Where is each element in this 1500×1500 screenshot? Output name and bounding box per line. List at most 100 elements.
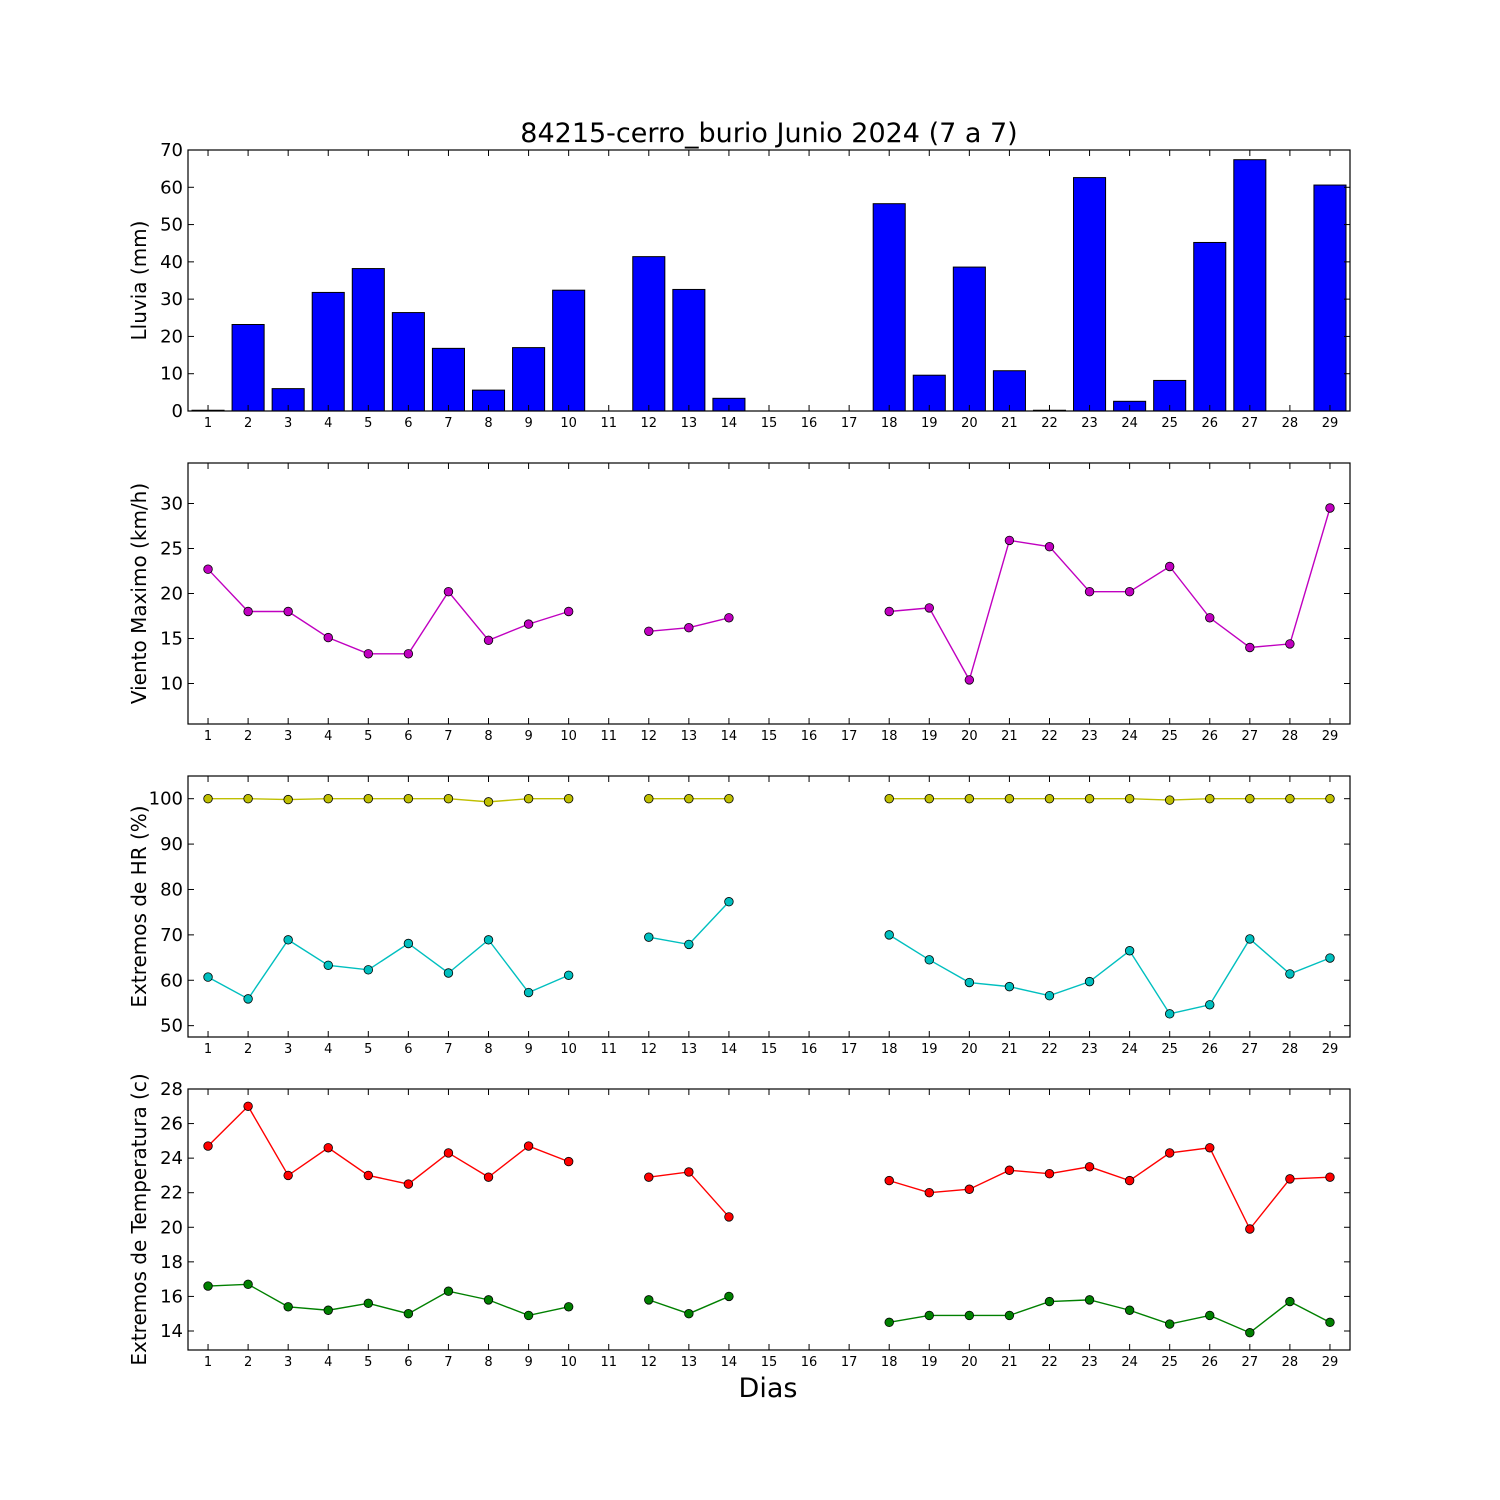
point-day-13: [685, 940, 694, 949]
x-tick-label: 15: [761, 729, 778, 744]
point-day-29: [1326, 794, 1335, 803]
bar-day-26: [1194, 242, 1226, 411]
y-tick-label: 0: [172, 401, 183, 422]
point-day-18: [885, 1176, 894, 1185]
x-tick-label: 14: [721, 1355, 738, 1370]
point-day-24: [1125, 946, 1134, 955]
x-tick-label: 17: [841, 1042, 858, 1057]
point-day-7: [444, 587, 453, 596]
point-day-13: [685, 794, 694, 803]
x-tick-label: 23: [1081, 416, 1098, 431]
y-tick-label: 60: [160, 970, 183, 991]
x-tick-label: 28: [1282, 416, 1299, 431]
point-day-23: [1085, 977, 1094, 986]
x-tick-label: 29: [1322, 416, 1339, 431]
point-day-23: [1085, 1162, 1094, 1171]
x-tick-label: 29: [1322, 1355, 1339, 1370]
x-tick-label: 9: [524, 1042, 532, 1057]
bar-day-7: [432, 348, 464, 411]
x-tick-label: 1: [204, 416, 212, 431]
point-day-3: [284, 1302, 293, 1311]
x-tick-label: 22: [1041, 729, 1058, 744]
x-tick-label: 25: [1161, 1355, 1178, 1370]
x-tick-label: 6: [404, 1042, 412, 1057]
x-tick-label: 21: [1001, 416, 1018, 431]
y-tick-label: 50: [160, 215, 183, 236]
x-tick-label: 4: [324, 729, 332, 744]
point-day-12: [644, 1296, 653, 1305]
x-tick-label: 4: [324, 416, 332, 431]
x-tick-label: 22: [1041, 1042, 1058, 1057]
x-tick-label: 2: [244, 416, 252, 431]
x-tick-label: 22: [1041, 1355, 1058, 1370]
point-day-22: [1045, 1297, 1054, 1306]
point-day-3: [284, 936, 293, 945]
point-day-20: [965, 794, 974, 803]
x-tick-label: 13: [681, 729, 698, 744]
x-tick-label: 12: [641, 1042, 658, 1057]
point-day-21: [1005, 794, 1014, 803]
point-day-19: [925, 604, 934, 613]
point-day-19: [925, 956, 934, 965]
bar-day-23: [1074, 178, 1106, 411]
x-tick-label: 23: [1081, 729, 1098, 744]
x-tick-label: 4: [324, 1042, 332, 1057]
x-tick-label: 2: [244, 1355, 252, 1370]
x-tick-label: 6: [404, 416, 412, 431]
x-tick-label: 15: [761, 416, 778, 431]
point-day-25: [1165, 1320, 1174, 1329]
point-day-27: [1246, 1328, 1255, 1337]
point-day-21: [1005, 1311, 1014, 1320]
point-day-24: [1125, 794, 1134, 803]
x-tick-label: 3: [284, 1355, 292, 1370]
point-day-29: [1326, 504, 1335, 513]
x-tick-label: 7: [444, 729, 452, 744]
x-tick-label: 26: [1201, 729, 1218, 744]
point-day-9: [524, 1311, 533, 1320]
point-day-20: [965, 1311, 974, 1320]
point-day-20: [965, 978, 974, 987]
x-tick-label: 24: [1121, 1355, 1138, 1370]
y-tick-label: 80: [160, 879, 183, 900]
x-tick-label: 17: [841, 416, 858, 431]
point-day-28: [1286, 1175, 1295, 1184]
x-tick-label: 13: [681, 1355, 698, 1370]
y-tick-label: 18: [160, 1252, 183, 1273]
x-tick-label: 11: [600, 729, 617, 744]
point-day-10: [564, 794, 573, 803]
x-tick-label: 16: [801, 729, 818, 744]
point-day-20: [965, 1185, 974, 1194]
point-day-7: [444, 1287, 453, 1296]
point-day-1: [204, 1142, 213, 1151]
x-tick-label: 20: [961, 729, 978, 744]
point-day-4: [324, 1143, 333, 1152]
x-tick-label: 9: [524, 729, 532, 744]
bar-day-13: [673, 289, 705, 411]
x-tick-label: 26: [1201, 1042, 1218, 1057]
x-tick-label: 14: [721, 416, 738, 431]
y-axis-label: Viento Maximo (km/h): [127, 483, 151, 704]
x-tick-label: 8: [484, 416, 492, 431]
y-tick-label: 30: [160, 289, 183, 310]
point-day-19: [925, 794, 934, 803]
point-day-28: [1286, 794, 1295, 803]
x-tick-label: 2: [244, 1042, 252, 1057]
y-tick-label: 10: [160, 364, 183, 385]
x-tick-label: 18: [881, 1042, 898, 1057]
x-tick-label: 23: [1081, 1042, 1098, 1057]
y-axis-label: Lluvia (mm): [127, 221, 151, 341]
point-day-1: [204, 565, 213, 574]
x-tick-label: 14: [721, 729, 738, 744]
point-day-18: [885, 607, 894, 616]
point-day-19: [925, 1311, 934, 1320]
point-day-6: [404, 650, 413, 659]
y-tick-label: 25: [160, 539, 183, 560]
point-day-18: [885, 1318, 894, 1327]
x-tick-label: 6: [404, 729, 412, 744]
y-tick-label: 22: [160, 1183, 183, 1204]
point-day-8: [484, 1296, 493, 1305]
x-tick-label: 7: [444, 416, 452, 431]
bar-day-5: [352, 269, 384, 411]
point-day-18: [885, 931, 894, 940]
x-tick-label: 3: [284, 416, 292, 431]
